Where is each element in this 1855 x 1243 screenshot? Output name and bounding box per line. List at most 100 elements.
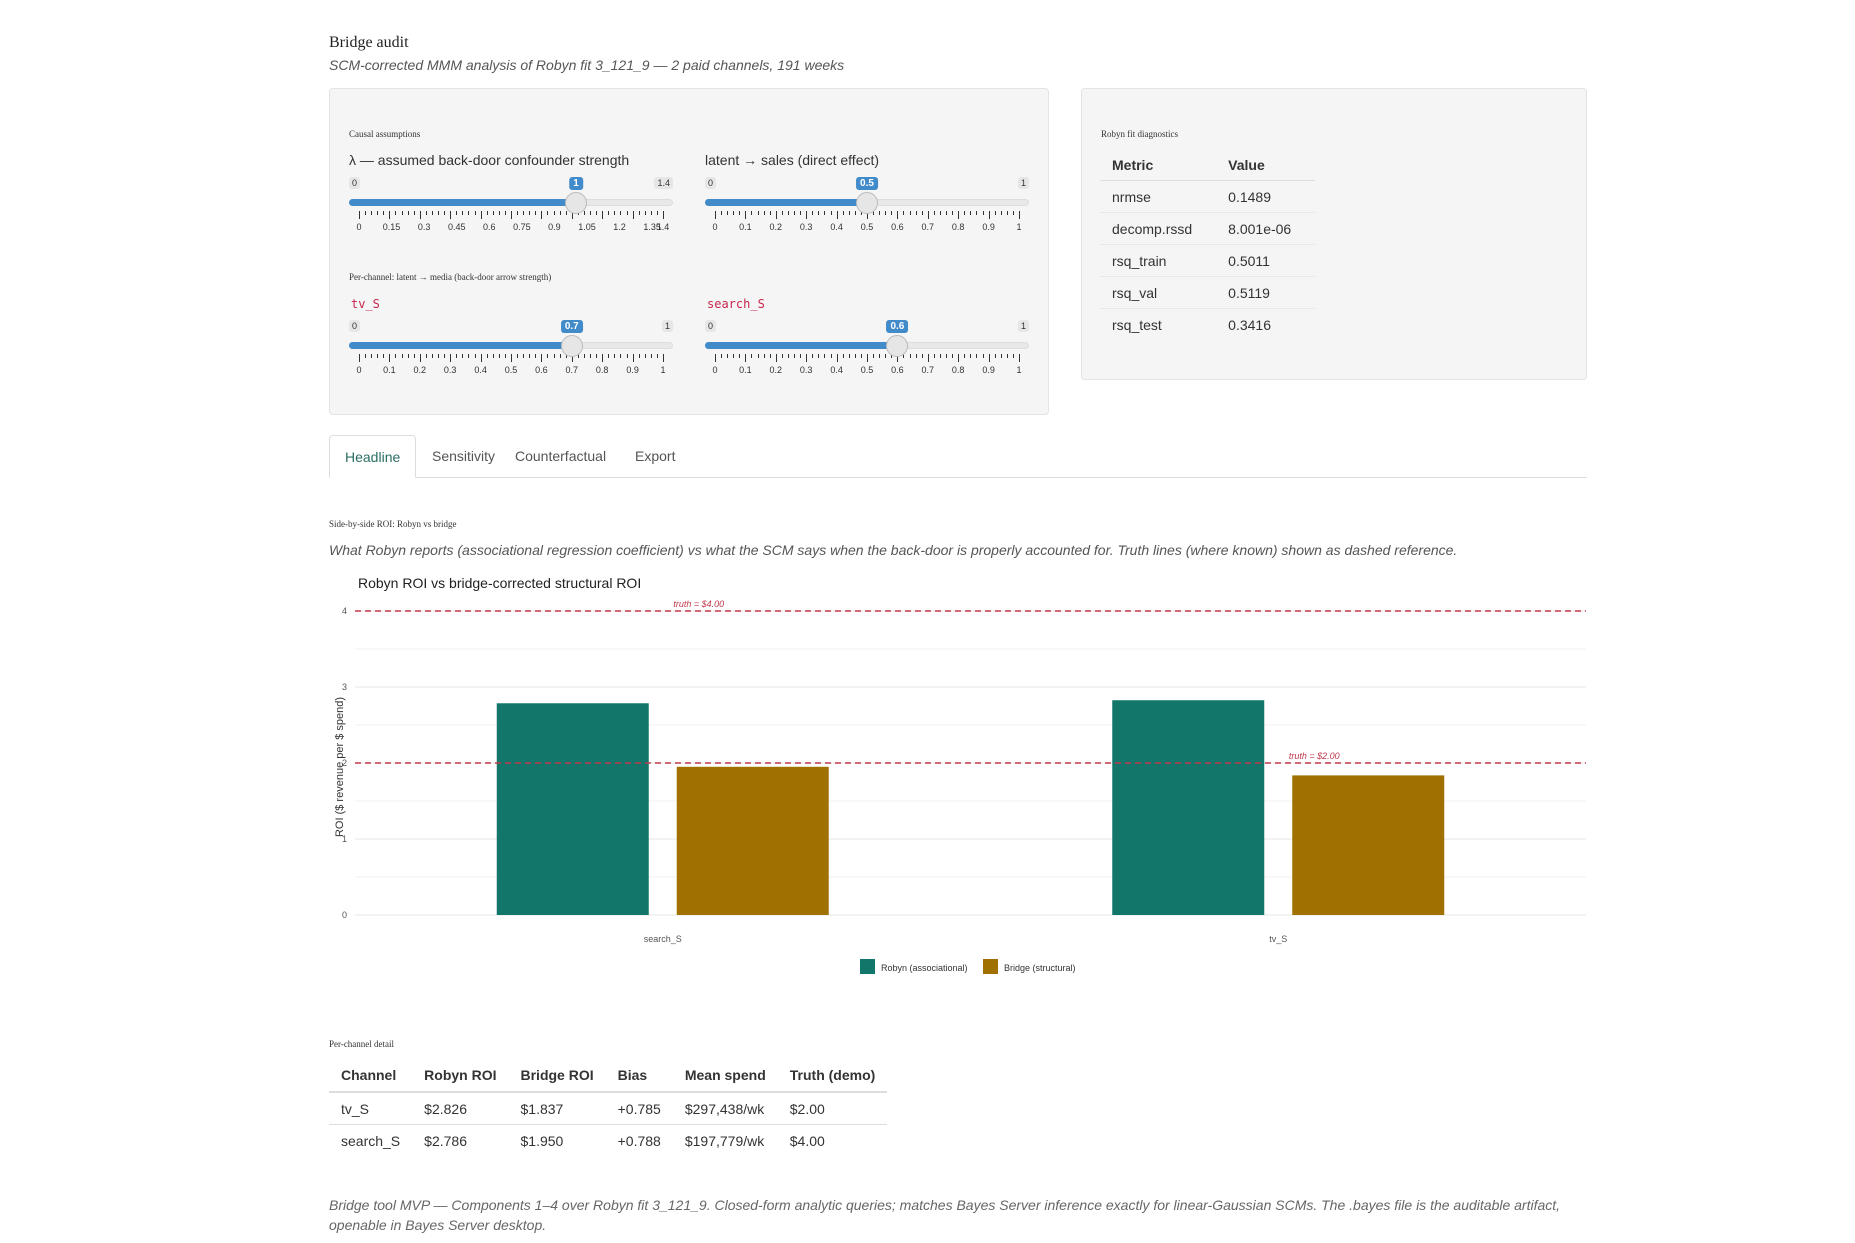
slider-tick [739,354,741,358]
slider-tick [474,211,476,215]
slider-tick [806,354,808,362]
slider-grid-label: 0.8 [951,222,965,232]
slider-tick [933,211,935,215]
slider-tick [590,354,592,358]
slider-tick [739,211,741,215]
slider-tick [626,354,628,358]
slider-tick [456,211,458,215]
slider-handle[interactable] [560,335,583,357]
slider-tick [602,211,604,219]
slider-tick [800,354,802,358]
slider-tick [523,354,525,358]
slider-fill [705,199,867,206]
truth-cell: $2.00 [777,1091,888,1125]
direct-effect-slider-label: latent → sales (direct effect) [705,152,880,168]
slider-grid-label: 0.7 [565,365,579,375]
mean-spend-cell: $297,438/wk [672,1091,778,1125]
slider-tick [523,211,525,215]
slider-tick [480,354,482,362]
slider-tick [359,354,360,362]
slider-tick [909,211,911,215]
channel-cell: search_S [329,1124,413,1156]
slider-tick [383,211,385,215]
slider-value-label: 0.6 [886,320,909,333]
search-backdoor-slider[interactable]: 0 1 0.6 0 0.1 0.2 0.3 0.4 0.5 0.6 0.7 0.8 0.9 1 [705,320,1029,378]
slider-tick [413,354,415,358]
slider-tick [836,354,838,362]
slider-tick [644,354,646,358]
slider-tick [517,354,519,358]
x-tick-label: search_S [644,934,682,944]
slider-tick [879,211,881,215]
slider-grid-label: 0.15 [382,222,401,232]
slider-tick [787,211,789,215]
slider-tick [952,211,954,215]
slider-tick [486,354,488,358]
slider-tick [468,354,470,358]
tab-counterfactual[interactable]: Counterfactual [515,448,607,464]
slider-tick [425,211,427,215]
causal-assumptions-heading: Causal assumptions [349,129,421,139]
slider-tick [860,211,862,215]
slider-tick [903,354,905,358]
slider-tick [663,211,664,219]
direct-effect-slider[interactable]: 0 1 0.5 0 0.1 0.2 0.3 0.4 0.5 0.6 0.7 0.8 0.9 1 [705,177,1029,235]
slider-tick [462,211,464,215]
slider-grid-label: 1.4 [656,222,670,232]
tv-backdoor-slider[interactable]: 0 1 0.7 0 0.1 0.2 0.3 0.4 0.5 0.6 0.7 0.8 0.9 1 [349,320,673,378]
slider-tick [976,211,978,215]
slider-value-label: 0.7 [560,320,583,333]
slider-tick [775,354,777,362]
chart-title: Robyn ROI vs bridge-corrected structural… [358,575,641,591]
slider-grid-label: 0.1 [383,365,396,375]
slider-tick [444,354,446,358]
tab-headline[interactable]: Headline [329,435,417,478]
table-row: rsq_test 0.3416 [1100,308,1316,340]
slider-grid-label: 0.9 [626,365,639,375]
slider-fill [349,342,572,349]
slider-grid-label: 0.4 [830,222,843,232]
slider-min-label: 0 [705,177,717,189]
slider-handle[interactable] [565,192,588,214]
slider-tick [511,211,512,219]
slider-handle[interactable] [886,335,909,357]
slider-tick [946,211,948,215]
slider-tick [824,211,826,215]
slider-tick [812,354,814,358]
slider-tick [559,211,561,215]
footer-note: Bridge tool MVP — Components 1–4 over Ro… [329,1197,1561,1233]
diagnostics-table: Metric Value nrmse 0.1489 decomp.rssd 8.00… [1100,149,1316,340]
page-subtitle: SCM-corrected MMM analysis of Robyn fit … [329,57,845,73]
slider-tick [903,211,905,215]
slider-grid-label: 1 [660,365,666,375]
slider-tick [1012,354,1014,358]
slider-tick [498,211,500,215]
slider-grid-label: 0.8 [951,365,965,375]
slider-grid-label: 0.3 [799,222,813,232]
slider-tick [377,211,379,215]
lambda-slider[interactable]: 0 1.4 1 0 0.15 0.3 0.45 0.6 0.75 0.9 1.05 1.2 1.35 1.… [349,177,673,235]
slider-grid-label: 0.8 [595,365,609,375]
tab-sensitivity[interactable]: Sensitivity [432,448,496,464]
slider-tick [383,354,385,358]
robyn-diagnostics-panel: Robyn fit diagnostics Metric Value nrmse… [1081,88,1587,380]
slider-tick [535,354,537,358]
slider-tick [608,211,610,215]
slider-tick [419,211,421,219]
tab-export[interactable]: Export [635,448,676,464]
metric-cell: nrmse [1100,180,1217,213]
slider-grid-label: 0 [356,365,362,375]
slider-tick [583,354,585,358]
slider-tick [824,354,826,358]
per-channel-detail-table: Channel Robyn ROI Bridge ROI Bias Mean s… [329,1059,888,1156]
slider-tick [504,354,506,358]
slider-handle[interactable] [856,192,878,214]
slider-grid-label: 0.2 [769,222,783,232]
slider-tick [897,211,899,219]
roi-bar-chart: Robyn ROI vs bridge-corrected structural… [334,575,1586,974]
slider-max-label: 1 [661,320,673,332]
slider-tick [602,354,604,362]
slider-tick [958,354,960,362]
slider-tick [377,354,379,358]
slider-grid-label: 0.2 [769,365,783,375]
